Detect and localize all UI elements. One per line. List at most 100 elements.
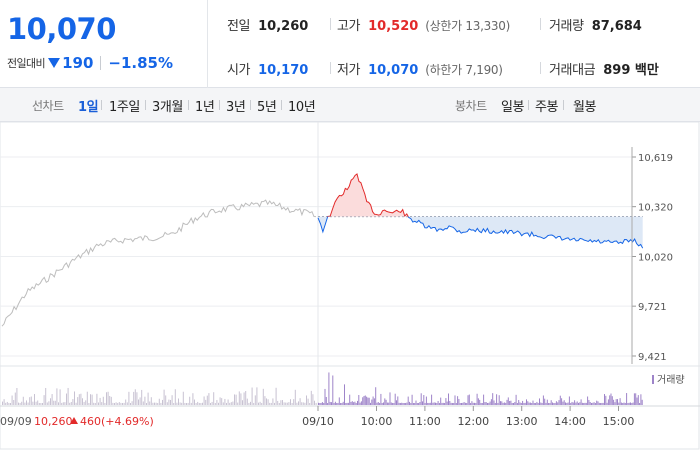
volume-bar: [155, 402, 157, 405]
volume-bar: [524, 402, 526, 405]
volume-bar: [242, 400, 243, 405]
volume-bar: [340, 403, 342, 405]
volume-bar: [254, 395, 256, 405]
volume-bar: [334, 401, 336, 405]
volume-bar: [609, 395, 611, 405]
volume-bar: [134, 389, 136, 405]
volume-bar: [424, 402, 426, 405]
x-tick-label: 10:00: [361, 415, 393, 428]
volume-bar: [632, 402, 634, 405]
volume-bar: [355, 402, 357, 405]
volume-bar: [42, 402, 43, 405]
volume-bar: [368, 397, 370, 405]
volume-bar: [589, 402, 591, 405]
volume-bar: [165, 395, 167, 405]
period-10y-tab[interactable]: 10년: [288, 100, 316, 115]
volume-bar: [157, 403, 159, 405]
y-tick-label: 10,020: [638, 253, 673, 264]
volume-bar: [94, 402, 96, 405]
volume-bar: [48, 401, 50, 405]
volume-bar: [351, 401, 353, 405]
volume-bar: [479, 399, 481, 405]
volume-bar: [578, 402, 579, 405]
candle-chart-label: 봉차트: [455, 99, 487, 113]
volume-bar: [444, 403, 446, 405]
volume-bar: [593, 402, 595, 405]
volume-bar: [601, 402, 603, 405]
volume-bar: [627, 402, 629, 405]
volume-bar: [375, 387, 377, 405]
divider: [540, 18, 541, 30]
volume-bar: [61, 402, 63, 405]
volume-bar: [535, 403, 537, 405]
volume-bar: [19, 402, 21, 405]
volume-bar: [216, 400, 218, 405]
volume-bar: [489, 401, 491, 405]
volume-bar: [390, 402, 392, 405]
stat-value: 10,070: [368, 63, 419, 78]
volume-bar: [195, 402, 197, 405]
period-3m-tab[interactable]: 3개월: [152, 100, 183, 115]
volume-bar: [559, 395, 561, 405]
volume-bar: [505, 402, 507, 405]
divider: [281, 100, 282, 110]
volume-bar: [46, 402, 48, 405]
volume-bar: [341, 402, 343, 405]
candle-daily-tab[interactable]: 일봉: [501, 100, 525, 115]
volume-bar: [234, 394, 235, 405]
volume-bar: [178, 398, 179, 405]
stat-open: 시가 10,170: [227, 59, 308, 78]
volume-bar: [11, 395, 13, 405]
period-1d-tab[interactable]: 1일: [78, 100, 99, 115]
volume-bar: [301, 402, 303, 405]
period-1y-tab[interactable]: 1년: [195, 100, 215, 115]
volume-bar: [410, 403, 412, 405]
volume-bar: [587, 396, 589, 405]
volume-bar: [203, 396, 205, 405]
candle-weekly-tab[interactable]: 주봉: [535, 100, 559, 115]
series-lines: [1, 173, 644, 327]
volume-bar: [623, 402, 625, 405]
volume-bar: [325, 396, 327, 405]
volume-bar: [624, 402, 626, 405]
volume-bar: [323, 402, 325, 405]
volume-bar: [235, 394, 237, 405]
volume-bar: [136, 392, 138, 405]
volume-bar: [496, 394, 498, 405]
period-1w-tab[interactable]: 1주일: [109, 100, 140, 115]
candle-monthly-tab[interactable]: 월봉: [573, 100, 597, 115]
price-chart[interactable]: 10,619 10,320 10,020 9,721 9,421 거래량 09/10 10…: [0, 121, 700, 450]
period-3y-tab[interactable]: 3년: [226, 100, 246, 115]
volume-bar: [16, 387, 18, 405]
volume-bar: [425, 396, 427, 405]
volume-bar: [515, 394, 517, 405]
volume-bar: [450, 402, 452, 405]
stat-sub: (하한가 7,190): [425, 63, 503, 77]
volume-bar: [170, 399, 171, 405]
volume-bar: [59, 389, 61, 405]
y-tick-label: 10,619: [638, 153, 673, 164]
volume-bar: [606, 402, 608, 405]
volume-bar: [324, 388, 326, 405]
volume-bar: [45, 387, 47, 405]
volume-bar: [544, 398, 546, 405]
period-bar: 선차트 1일 1주일 3개월 1년 3년 5년 10년 봉차트 일봉 주봉 월봉: [0, 88, 700, 122]
volume-bar: [528, 402, 530, 405]
volume-bar: [401, 402, 403, 405]
volume-bar: [388, 402, 390, 405]
divider: [528, 100, 529, 110]
period-5y-tab[interactable]: 5년: [257, 100, 277, 115]
volume-bar: [371, 399, 373, 405]
volume-bar: [288, 402, 290, 405]
volume-bar: [463, 402, 465, 405]
volume-bar: [487, 402, 488, 405]
volume-bar: [545, 402, 547, 405]
volume-bar: [529, 402, 531, 405]
volume-bar: [210, 402, 211, 405]
volume-bar: [224, 398, 226, 405]
volume-bar: [69, 402, 71, 405]
stat-value: 87,684: [591, 19, 642, 34]
volume-bar: [120, 402, 122, 405]
y-tick-label: 10,320: [638, 203, 673, 214]
volume-bar: [230, 402, 232, 405]
